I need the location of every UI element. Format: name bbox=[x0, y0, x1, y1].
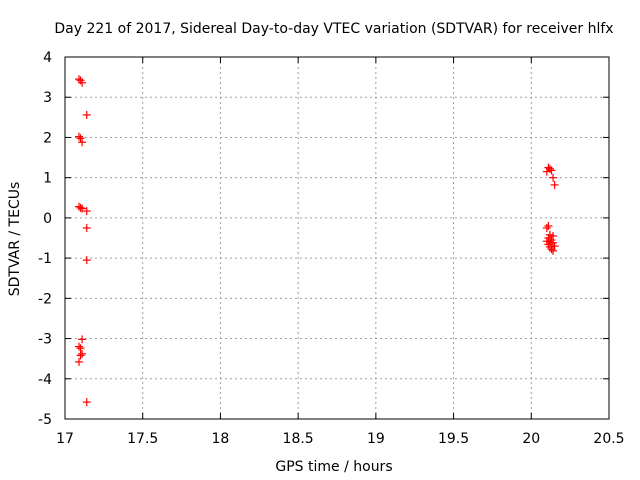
data-point-plus-marker bbox=[76, 203, 85, 212]
data-point-plus-marker bbox=[76, 344, 85, 353]
data-point-plus-marker bbox=[78, 138, 87, 147]
data-point-plus-marker bbox=[547, 166, 556, 175]
data-point-plus-marker bbox=[82, 256, 91, 265]
data-point-plus-marker bbox=[74, 132, 83, 141]
x-tick-label: 17 bbox=[56, 431, 74, 447]
y-tick-label: -3 bbox=[38, 332, 52, 348]
data-point-plus-marker bbox=[76, 351, 85, 360]
data-point-plus-marker bbox=[542, 223, 551, 232]
data-point-plus-marker bbox=[82, 110, 91, 119]
y-tick-label: 0 bbox=[43, 211, 52, 227]
x-tick-label: 17.5 bbox=[127, 431, 158, 447]
data-point-plus-marker bbox=[547, 245, 556, 254]
data-point-plus-marker bbox=[549, 231, 558, 240]
data-point-plus-marker bbox=[76, 134, 85, 143]
data-point-plus-marker bbox=[82, 223, 91, 232]
y-tick-label: -4 bbox=[38, 372, 52, 388]
y-tick-label: -5 bbox=[38, 412, 52, 428]
data-point-plus-marker bbox=[74, 357, 83, 366]
x-tick-label: 19 bbox=[367, 431, 385, 447]
data-point-plus-marker bbox=[544, 221, 553, 230]
data-point-plus-marker bbox=[82, 207, 91, 216]
y-tick-label: -2 bbox=[38, 291, 52, 307]
data-point-plus-marker bbox=[542, 167, 551, 176]
data-point-plus-marker bbox=[549, 246, 558, 255]
data-point-plus-marker bbox=[74, 342, 83, 351]
y-tick-label: -1 bbox=[38, 251, 52, 267]
data-point-plus-marker bbox=[78, 335, 87, 344]
x-axis-tick-labels: 17 17.5 18 18.5 19 19.5 20 20.5 bbox=[56, 431, 625, 447]
y-axis-tick-labels: -5 -4 -3 -2 -1 0 1 2 3 4 bbox=[38, 50, 52, 428]
data-point-plus-marker bbox=[78, 204, 87, 213]
data-points bbox=[74, 75, 559, 407]
data-point-plus-marker bbox=[550, 180, 559, 189]
data-point-plus-marker bbox=[549, 173, 558, 182]
data-point-plus-marker bbox=[78, 349, 87, 358]
data-point-plus-marker bbox=[78, 78, 87, 87]
x-tick-label: 18 bbox=[212, 431, 230, 447]
y-tick-label: 4 bbox=[43, 50, 52, 66]
y-axis-label: SDTVAR / TECUs bbox=[7, 182, 23, 297]
x-tick-label: 19.5 bbox=[438, 431, 469, 447]
x-tick-label: 18.5 bbox=[283, 431, 314, 447]
y-tick-label: 2 bbox=[43, 130, 52, 146]
x-tick-label: 20.5 bbox=[593, 431, 624, 447]
x-tick-label: 20 bbox=[522, 431, 540, 447]
plot-frame bbox=[64, 56, 610, 420]
data-point-plus-marker bbox=[82, 398, 91, 407]
chart-title: Day 221 of 2017, Sidereal Day-to-day VTE… bbox=[54, 21, 613, 37]
grid bbox=[65, 57, 609, 419]
y-tick-label: 1 bbox=[43, 171, 52, 187]
x-axis-label: GPS time / hours bbox=[275, 459, 392, 475]
y-tick-label: 3 bbox=[43, 90, 52, 106]
